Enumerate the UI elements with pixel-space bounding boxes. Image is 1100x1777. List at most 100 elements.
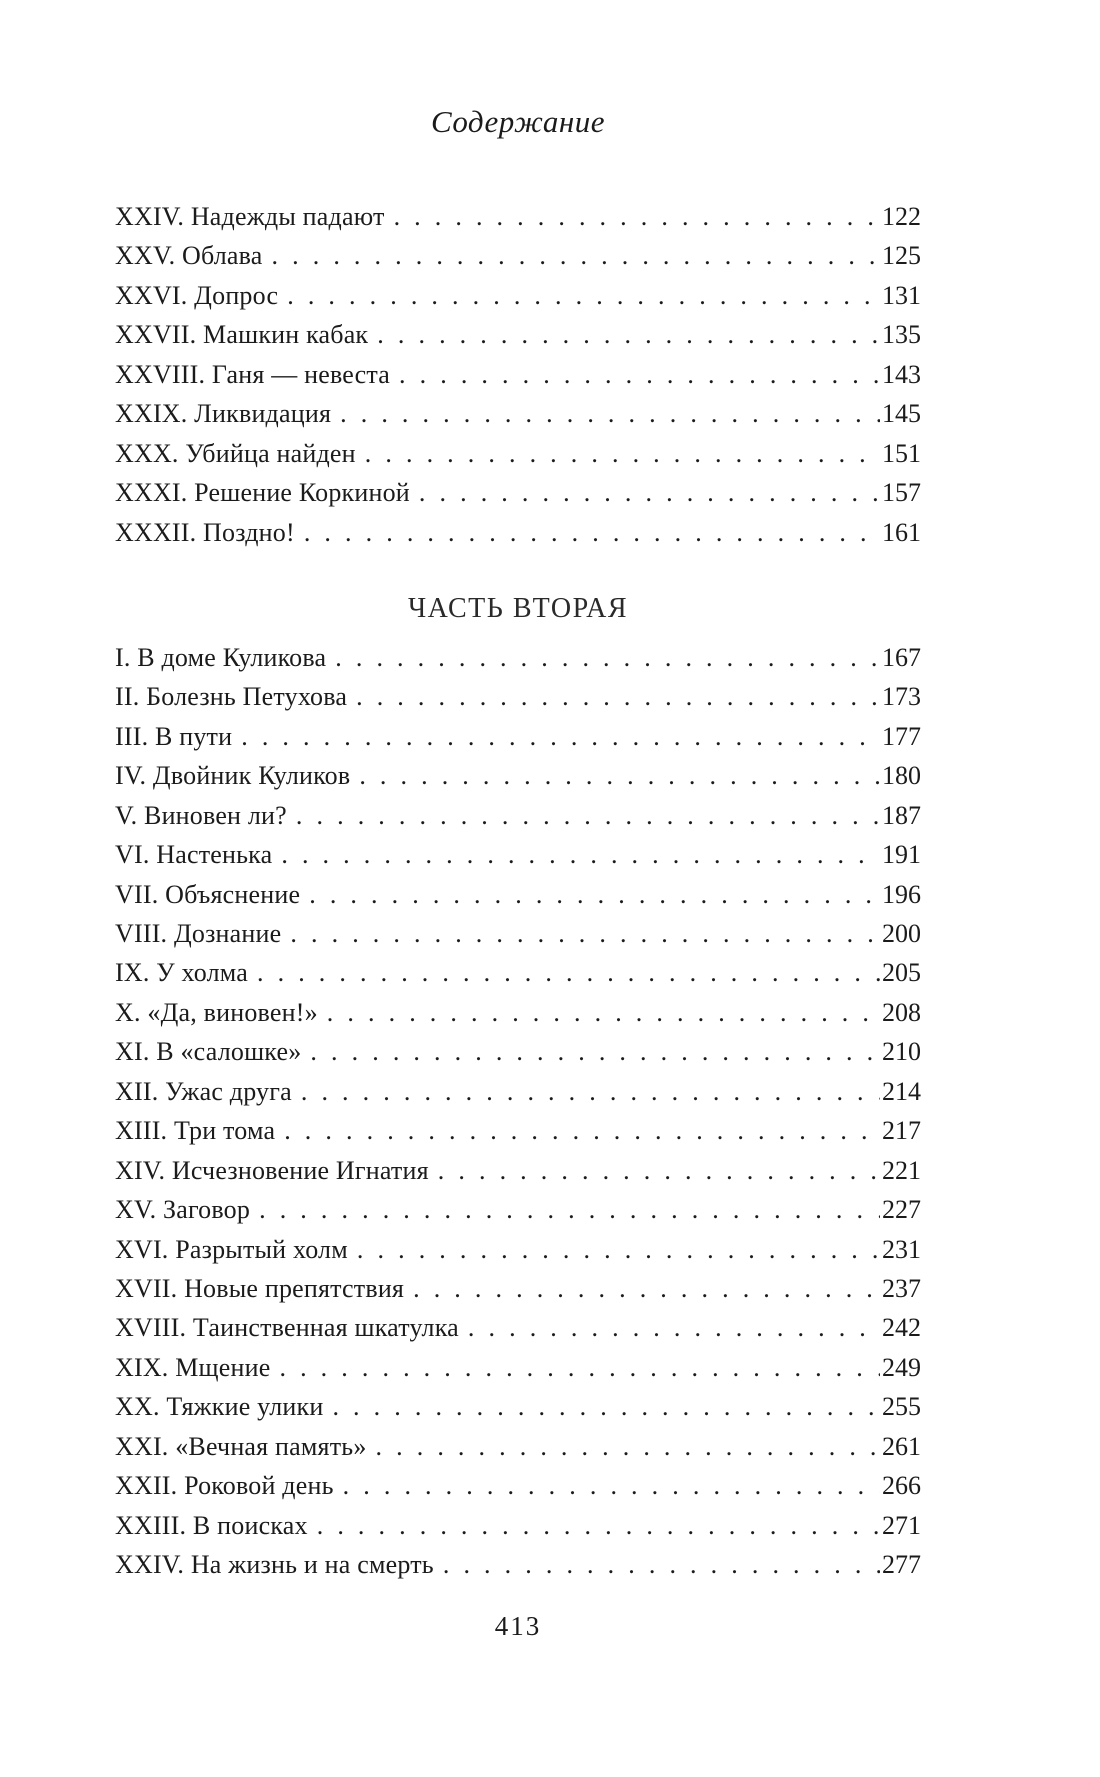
toc-entry: I. В доме Куликова 167 [115, 643, 921, 682]
dot-leader [429, 1156, 880, 1186]
dot-leader [281, 919, 880, 949]
toc-entry-title: VIII. Дознание [115, 919, 282, 948]
dot-leader [367, 1432, 880, 1462]
toc-entry-page: 131 [882, 280, 921, 310]
dot-leader [287, 801, 880, 831]
dot-leader [323, 1392, 880, 1422]
dot-leader [248, 958, 880, 988]
dot-leader [356, 439, 880, 469]
toc-entry-title: VI. Настенька [115, 840, 273, 870]
toc-entry-page: 196 [882, 879, 921, 909]
dot-leader [232, 722, 880, 752]
dot-leader [263, 241, 880, 271]
dot-leader [459, 1313, 880, 1343]
dot-leader [410, 478, 880, 508]
dot-leader [272, 840, 880, 870]
toc-entry-title: XIII. Три тома [115, 1116, 276, 1146]
toc-entry-page: 261 [882, 1431, 921, 1461]
dot-leader [385, 202, 880, 232]
toc-entry: XI. В «салошке» 210 [115, 1037, 921, 1076]
toc-entry-title: V. Виновен ли? [115, 800, 287, 830]
toc-entry-page: 266 [882, 1471, 921, 1501]
toc-entry-title: III. В пути [115, 721, 233, 751]
toc-entry: XXII. Роковой день 266 [115, 1471, 921, 1510]
toc-entry-page: 191 [882, 840, 921, 870]
toc-entry-page: 200 [882, 919, 921, 948]
toc-entry: XXIX. Ликвидация 145 [115, 399, 921, 438]
toc-entry: V. Виновен ли? 187 [115, 801, 921, 840]
toc-entry-page: 214 [882, 1076, 921, 1106]
toc-entry-title: VII. Объяснение [115, 879, 301, 909]
toc-entry: XV. Заговор 227 [115, 1195, 921, 1234]
toc-entry-title: XXVI. Допрос [115, 280, 279, 310]
toc-entry-page: 217 [882, 1116, 921, 1146]
part-heading: ЧАСТЬ ВТОРАЯ [407, 592, 629, 624]
toc-entry: XX. Тяжкие улики 255 [115, 1392, 921, 1431]
toc-entry-page: 237 [882, 1273, 921, 1303]
toc-entry: XIII. Три тома 217 [115, 1116, 921, 1155]
toc-entry-page: 180 [882, 761, 921, 791]
toc-entry-title: XV. Заговор [115, 1195, 251, 1225]
toc-entry-title: XXI. «Вечная память» [115, 1431, 367, 1461]
toc-entry-page: 122 [882, 202, 921, 231]
toc-entry: IX. У холма 205 [115, 958, 921, 997]
toc-entry-title: XXV. Облава [115, 241, 263, 271]
toc-entry-page: 145 [882, 399, 921, 429]
toc-entry-page: 161 [882, 517, 921, 547]
toc-entry-page: 277 [882, 1550, 921, 1579]
toc-entry-title: XXII. Роковой день [115, 1471, 334, 1501]
toc-entry-title: XVII. Новые препятствия [115, 1273, 405, 1303]
toc-entry-title: XXIII. В поисках [115, 1510, 308, 1540]
toc-entry: XXX. Убийца найден 151 [115, 439, 921, 478]
dot-leader [390, 360, 880, 390]
toc-entry-title: XVIII. Таинственная шкатулка [115, 1313, 459, 1343]
toc-entry: XXIII. В поисках 271 [115, 1511, 921, 1550]
toc-entry-page: 255 [882, 1392, 921, 1422]
toc-entry: VIII. Дознание 200 [115, 919, 921, 958]
toc-entry-title: XI. В «салошке» [115, 1037, 302, 1067]
toc-entry-page: 242 [882, 1313, 921, 1343]
dot-leader [334, 1471, 880, 1501]
toc-entry-page: 157 [882, 478, 921, 508]
toc-entry-title: XIX. Мщение [115, 1352, 271, 1382]
toc-entry: XII. Ужас друга 214 [115, 1077, 921, 1116]
contents-title: Содержание [430, 104, 606, 139]
toc-entry-title: XXIV. Надежды падают [115, 202, 385, 231]
toc-entry-title: II. Болезнь Петухова [115, 682, 348, 712]
dot-leader [318, 998, 880, 1028]
toc-entry-page: 151 [882, 438, 921, 468]
toc-entry-page: 249 [882, 1352, 921, 1382]
toc-entry-page: 208 [882, 997, 921, 1027]
toc-entry: XXI. «Вечная память» 261 [115, 1432, 921, 1471]
dot-leader [331, 399, 880, 429]
dot-leader [270, 1353, 880, 1383]
toc-entry-page: 177 [882, 721, 921, 751]
dot-leader [295, 518, 880, 548]
toc-entry-title: XXVII. Машкин кабак [115, 320, 369, 350]
dot-leader [278, 281, 880, 311]
dot-leader [368, 320, 880, 350]
dot-leader [404, 1274, 880, 1304]
toc-entry: XVII. Новые препятствия 237 [115, 1274, 921, 1313]
toc-entry: III. В пути 177 [115, 722, 921, 761]
dot-leader [326, 643, 880, 673]
toc-entry-title: XXX. Убийца найден [115, 438, 356, 468]
toc-entry-title: XX. Тяжкие улики [115, 1392, 324, 1422]
toc-entry: XVI. Разрытый холм 231 [115, 1235, 921, 1274]
toc-entry-page: 135 [882, 320, 921, 350]
book-page: Содержание XXIV. Надежды падают 122 XXV. О… [115, 0, 921, 1642]
dot-leader [292, 1077, 880, 1107]
toc-entry-title: XXXII. Поздно! [115, 517, 295, 547]
dot-leader [348, 1235, 880, 1265]
toc-entry-title: I. В доме Куликова [115, 642, 327, 672]
toc-entry: II. Болезнь Петухова 173 [115, 682, 921, 721]
toc-entry-page: 143 [882, 359, 921, 389]
toc-entry-page: 173 [882, 682, 921, 712]
dot-leader [350, 761, 880, 791]
toc-entry: XXVIII. Ганя — невеста 143 [115, 360, 921, 399]
toc-entry-title: XVI. Разрытый холм [115, 1234, 348, 1264]
toc-entry-page: 210 [882, 1037, 921, 1067]
toc-entry: XXXI. Решение Коркиной 157 [115, 478, 921, 517]
toc-entry-page: 205 [882, 958, 921, 988]
dot-leader [275, 1116, 880, 1146]
